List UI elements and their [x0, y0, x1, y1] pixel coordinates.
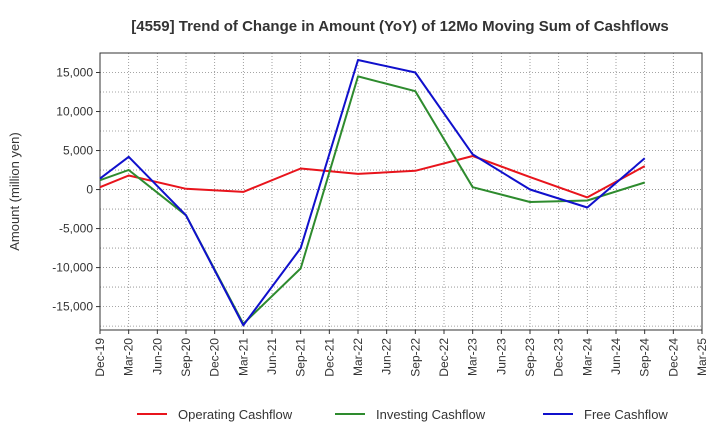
y-tick-label: -5,000: [59, 222, 93, 236]
x-tick-label: Dec-20: [208, 338, 222, 377]
y-tick-label: -15,000: [52, 300, 93, 314]
x-tick-label: Dec-21: [322, 338, 336, 377]
x-tick-label: Dec-24: [666, 338, 680, 377]
legend-label-operating-cashflow: Operating Cashflow: [178, 407, 293, 422]
x-tick-label: Jun-20: [150, 338, 164, 375]
x-tick-label: Dec-23: [552, 338, 566, 377]
legend-label-free-cashflow: Free Cashflow: [584, 407, 668, 422]
y-axis-ticks: -15,000 -10,000 -5,000 0 5,000 10,000 15,000: [52, 66, 100, 314]
x-tick-label: Dec-19: [93, 338, 107, 377]
y-tick-label: -10,000: [52, 261, 93, 275]
x-tick-label: Jun-24: [609, 338, 623, 375]
x-tick-label: Mar-23: [466, 338, 480, 376]
x-tick-label: Mar-25: [695, 338, 709, 376]
x-tick-label: Jun-21: [265, 338, 279, 375]
y-tick-label: 15,000: [56, 66, 93, 80]
chart-title: [4559] Trend of Change in Amount (YoY) o…: [131, 18, 669, 35]
x-tick-label: Sep-24: [638, 338, 652, 377]
x-tick-label: Mar-22: [351, 338, 365, 376]
y-tick-label: 0: [86, 183, 93, 197]
x-tick-label: Mar-21: [236, 338, 250, 376]
x-tick-label: Mar-20: [122, 338, 136, 376]
y-tick-label: 10,000: [56, 105, 93, 119]
x-tick-label: Sep-20: [179, 338, 193, 377]
series-line-operating-cashflow: [99, 155, 646, 199]
x-tick-label: Jun-23: [494, 338, 508, 375]
legend-label-investing-cashflow: Investing Cashflow: [376, 407, 486, 422]
series-line-investing-cashflow: [99, 75, 645, 325]
grid: [99, 52, 703, 330]
x-tick-label: Sep-23: [523, 338, 537, 377]
y-tick-label: 5,000: [63, 144, 93, 158]
x-axis-ticks: Dec-19 Mar-20 Jun-20 Sep-20 Dec-20 Mar-21 Jun-…: [93, 330, 709, 377]
x-tick-label: Dec-22: [437, 338, 451, 377]
legend: Operating Cashflow Investing Cashflow Free…: [137, 407, 668, 422]
y-axis-label: Amount (million yen): [7, 132, 22, 251]
x-tick-label: Sep-21: [294, 338, 308, 377]
x-tick-label: Sep-22: [408, 338, 422, 377]
plot-area: [99, 52, 703, 331]
x-tick-label: Jun-22: [380, 338, 394, 375]
series-lines: [99, 59, 646, 327]
series-line-free-cashflow: [99, 59, 646, 327]
x-tick-label: Mar-24: [580, 338, 594, 376]
